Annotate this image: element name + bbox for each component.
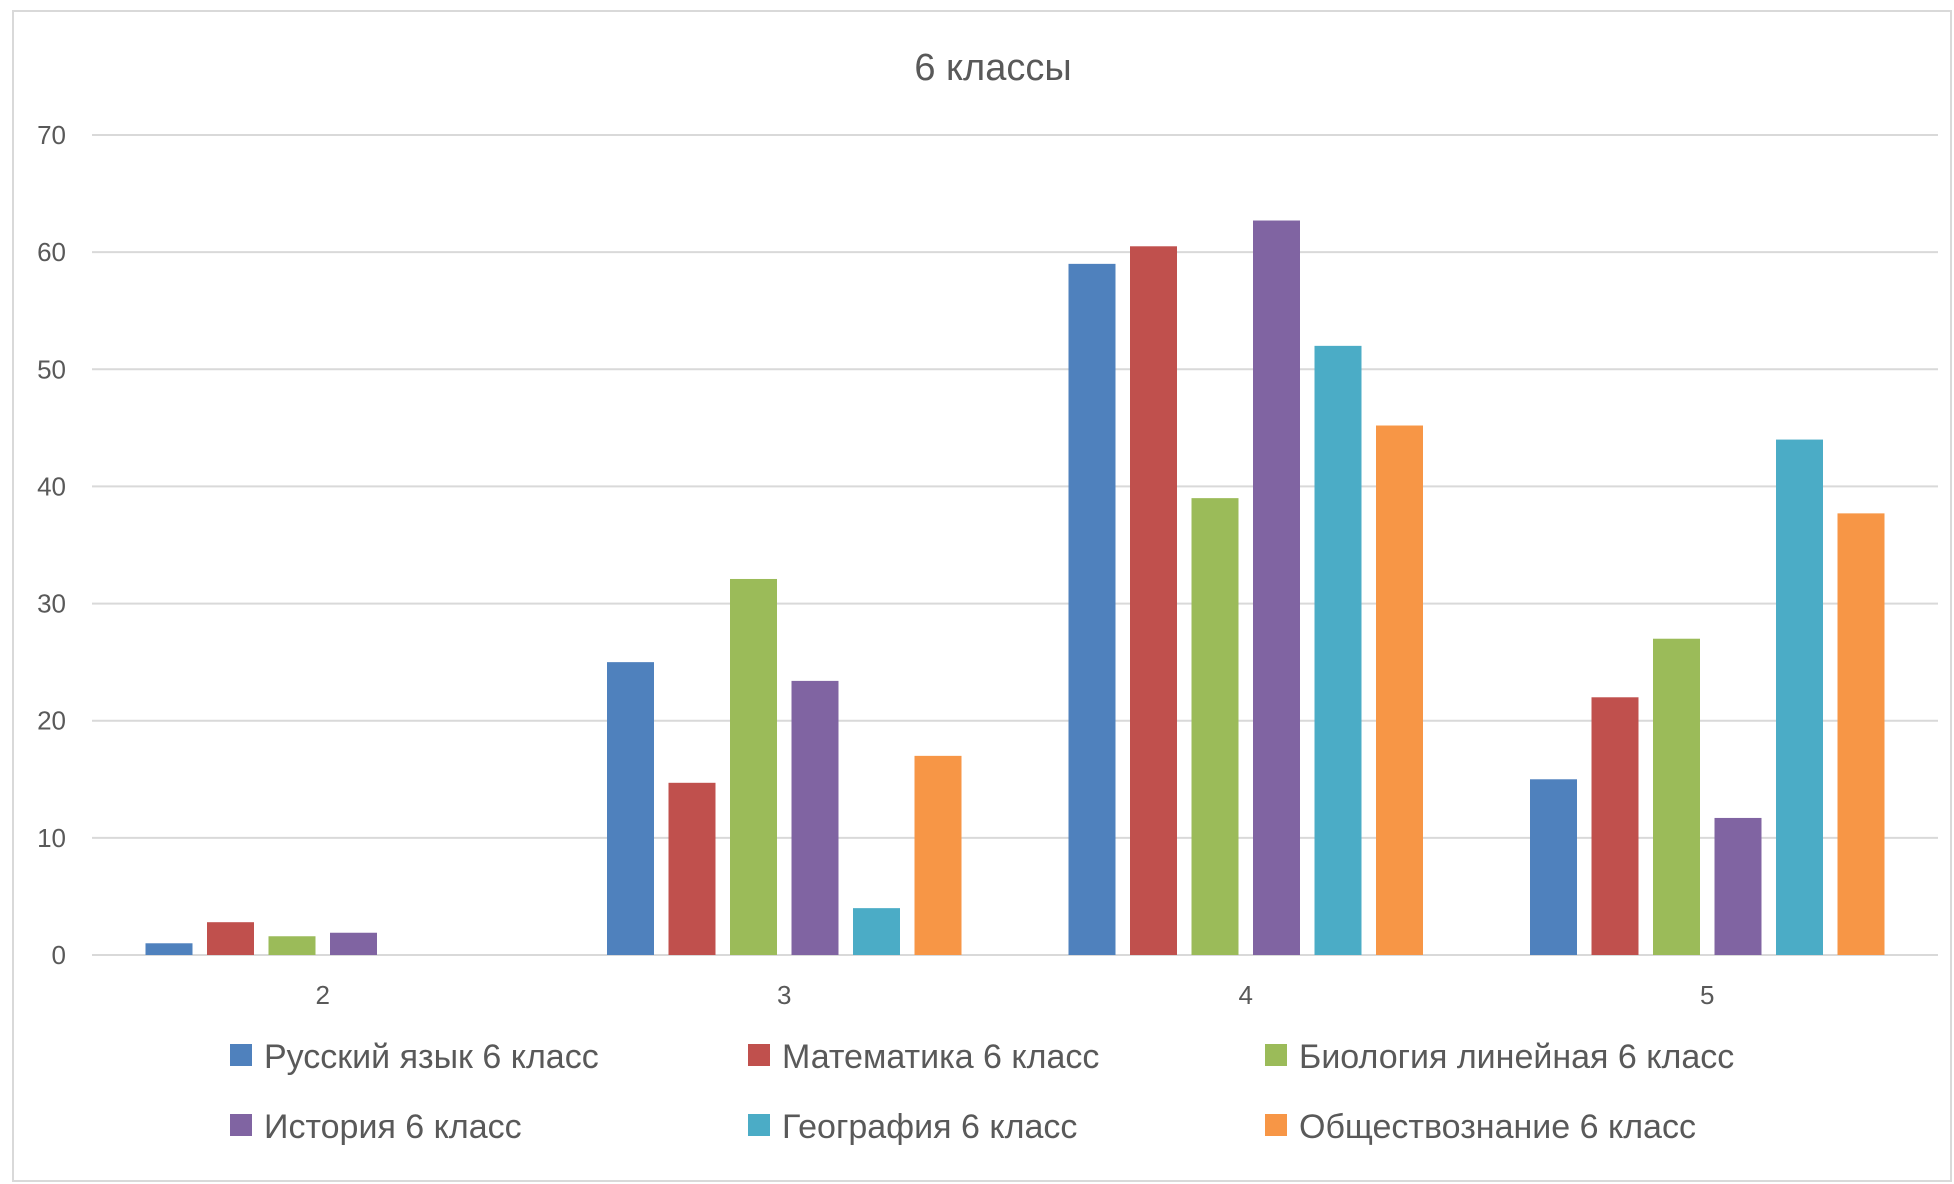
bar bbox=[853, 908, 900, 955]
legend-swatch bbox=[230, 1114, 252, 1136]
chart-frame bbox=[12, 10, 1952, 1182]
bar bbox=[1653, 638, 1700, 955]
x-tick-label: 2 bbox=[316, 980, 330, 1010]
bar bbox=[730, 578, 777, 955]
bar bbox=[145, 943, 193, 955]
y-tick-label: 0 bbox=[52, 940, 66, 970]
bar bbox=[330, 932, 377, 955]
x-tick-label: 3 bbox=[777, 980, 791, 1010]
x-axis: 2 3 4 5 bbox=[316, 980, 1715, 1010]
legend-label: Биология линейная 6 класс bbox=[1299, 1038, 1734, 1076]
legend-label: Русский язык 6 класс bbox=[264, 1038, 599, 1076]
chart-title: 6 классы bbox=[914, 47, 1071, 89]
legend-label: Математика 6 класс bbox=[782, 1038, 1099, 1076]
bar bbox=[1776, 439, 1823, 956]
bar bbox=[1591, 697, 1639, 955]
bar bbox=[1714, 817, 1762, 955]
bar bbox=[607, 662, 654, 955]
y-tick-label: 30 bbox=[37, 589, 66, 619]
y-axis: 0 10 20 30 40 50 60 70 bbox=[37, 120, 66, 970]
legend-swatch bbox=[748, 1114, 770, 1136]
bar bbox=[1314, 345, 1362, 955]
bar bbox=[207, 922, 254, 955]
legend-label: История 6 класс bbox=[264, 1108, 522, 1146]
y-tick-label: 60 bbox=[37, 237, 66, 267]
bar bbox=[1191, 498, 1239, 955]
bar bbox=[1253, 220, 1300, 955]
bar bbox=[1130, 246, 1177, 956]
x-tick-label: 4 bbox=[1239, 980, 1253, 1010]
legend-swatch bbox=[1265, 1044, 1287, 1066]
bar bbox=[1837, 513, 1885, 955]
y-tick-label: 20 bbox=[37, 706, 66, 736]
legend-swatch bbox=[748, 1044, 770, 1066]
bars bbox=[145, 220, 1885, 956]
y-tick-label: 70 bbox=[37, 120, 66, 150]
legend-label: Обществознание 6 класс bbox=[1299, 1108, 1696, 1146]
bar bbox=[268, 936, 316, 955]
legend-swatch bbox=[230, 1044, 252, 1066]
y-tick-label: 40 bbox=[37, 471, 66, 501]
bar bbox=[791, 680, 839, 955]
bar bbox=[1530, 779, 1577, 955]
x-tick-label: 5 bbox=[1700, 980, 1714, 1010]
bar bbox=[1376, 425, 1423, 955]
legend-swatch bbox=[1265, 1114, 1287, 1136]
bar bbox=[914, 755, 962, 955]
legend-label: География 6 класс bbox=[782, 1108, 1077, 1146]
y-tick-label: 10 bbox=[37, 823, 66, 853]
y-tick-label: 50 bbox=[37, 354, 66, 384]
bar bbox=[1068, 263, 1116, 955]
legend: Русский язык 6 класс Математика 6 класс Би… bbox=[230, 1038, 1734, 1146]
bar bbox=[668, 782, 716, 955]
